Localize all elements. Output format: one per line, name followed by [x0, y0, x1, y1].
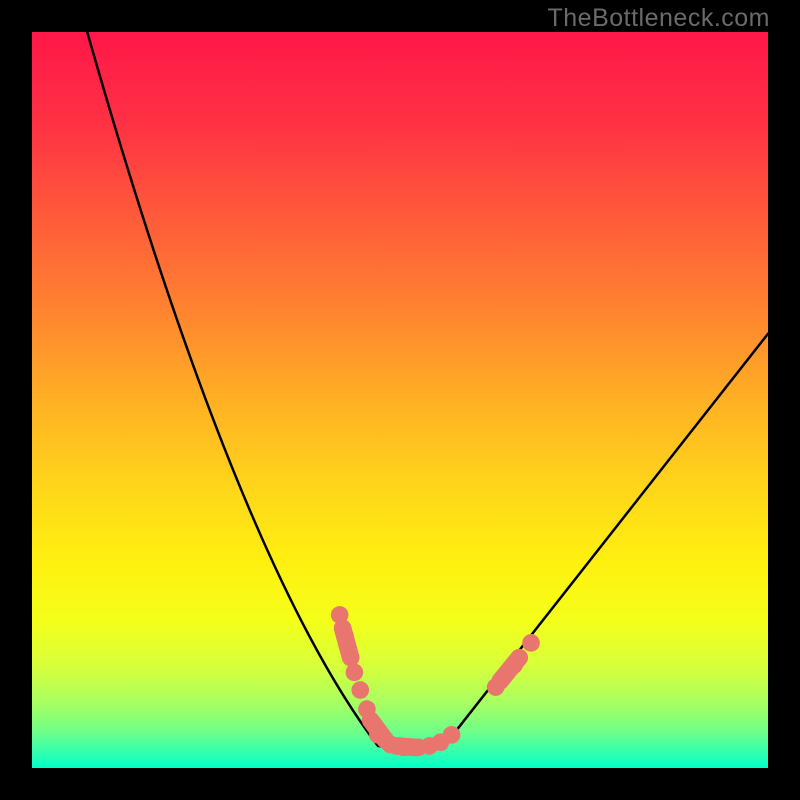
gradient-background — [32, 32, 768, 768]
plot-frame — [32, 32, 768, 768]
marker-dot — [346, 663, 364, 681]
chart-svg — [32, 32, 768, 768]
marker-pill — [343, 628, 351, 657]
marker-dot — [522, 634, 540, 652]
stage: TheBottleneck.com — [0, 0, 800, 800]
marker-dot — [351, 681, 369, 699]
marker-pill — [371, 720, 386, 740]
watermark-text: TheBottleneck.com — [548, 4, 771, 33]
marker-dot — [443, 726, 461, 744]
marker-pill — [396, 746, 414, 747]
